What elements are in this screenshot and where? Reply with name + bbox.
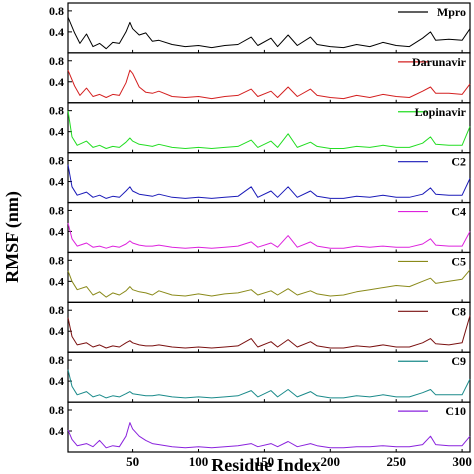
panel-c5: 0.4 0.8 C5 bbox=[49, 251, 471, 303]
x-axis-title: Residue Index bbox=[211, 455, 321, 474]
panel-c10: 0.4 0.8 C10 bbox=[49, 401, 471, 453]
y-tick-label: 0.8 bbox=[49, 4, 64, 18]
y-tick-label: 0.8 bbox=[49, 353, 64, 367]
y-axis-title: RMSF (nm) bbox=[2, 191, 23, 283]
panel-c2: 0.4 0.8 C2 bbox=[49, 152, 471, 204]
y-tick-label: 0.8 bbox=[49, 154, 64, 168]
series-line-darunavir bbox=[67, 69, 471, 100]
panel-mpro: 0.4 0.8 Mpro bbox=[49, 2, 471, 54]
x-tick-label: 300 bbox=[452, 454, 472, 469]
panel-lopinavir: 0.4 0.8 Lopinavir bbox=[49, 102, 471, 154]
legend-label: C10 bbox=[445, 404, 466, 418]
legend-label: C5 bbox=[451, 254, 466, 268]
x-tick-label: 150 bbox=[255, 454, 275, 469]
legend-label: Darunavir bbox=[412, 55, 467, 69]
y-tick-label: 0.4 bbox=[49, 175, 64, 189]
panel-c9: 0.4 0.8 C9 bbox=[49, 351, 471, 403]
panel-frame bbox=[67, 2, 471, 54]
x-tick-label: 250 bbox=[386, 454, 406, 469]
y-tick-label: 0.4 bbox=[49, 75, 64, 89]
y-tick-label: 0.4 bbox=[49, 374, 64, 388]
legend-label: Lopinavir bbox=[415, 105, 467, 119]
panel-frame bbox=[67, 351, 471, 403]
panel-darunavir: 0.4 0.8 Darunavir bbox=[49, 52, 471, 104]
y-tick-label: 0.8 bbox=[49, 104, 64, 118]
x-tick-label: 200 bbox=[321, 454, 341, 469]
y-tick-label: 0.8 bbox=[49, 303, 64, 317]
y-tick-label: 0.4 bbox=[49, 424, 64, 438]
series-line-mpro bbox=[67, 17, 471, 50]
panel-frame bbox=[67, 251, 471, 303]
panel-frame bbox=[67, 102, 471, 154]
panel-c4: 0.4 0.8 C4 bbox=[49, 201, 471, 254]
panel-frame bbox=[67, 401, 471, 453]
y-tick-label: 0.8 bbox=[49, 54, 64, 68]
series-line-c4 bbox=[67, 222, 471, 249]
y-tick-label: 0.8 bbox=[49, 203, 64, 217]
y-tick-label: 0.8 bbox=[49, 253, 64, 267]
y-tick-label: 0.8 bbox=[49, 403, 64, 417]
panel-frame bbox=[67, 152, 471, 204]
series-line-c8 bbox=[67, 315, 471, 349]
legend-label: C4 bbox=[451, 205, 466, 219]
panel-frame bbox=[67, 201, 471, 254]
series-line-c9 bbox=[67, 369, 471, 399]
legend-label: C9 bbox=[451, 354, 466, 368]
series-line-c10 bbox=[67, 422, 471, 449]
series-line-lopinavir bbox=[67, 110, 471, 149]
y-tick-label: 0.4 bbox=[49, 25, 64, 39]
x-tick-label: 50 bbox=[126, 454, 139, 469]
legend-label: C8 bbox=[451, 304, 466, 318]
y-tick-label: 0.4 bbox=[49, 324, 64, 338]
x-tick-label: 100 bbox=[189, 454, 209, 469]
panel-frame bbox=[67, 301, 471, 353]
series-line-c2 bbox=[67, 164, 471, 199]
y-tick-label: 0.4 bbox=[49, 274, 64, 288]
legend-label: Mpro bbox=[437, 5, 466, 19]
panel-frame bbox=[67, 52, 471, 104]
legend-label: C2 bbox=[451, 155, 466, 169]
series-line-c5 bbox=[67, 269, 471, 298]
y-tick-label: 0.4 bbox=[49, 125, 64, 139]
y-tick-label: 0.4 bbox=[49, 224, 64, 238]
panel-c8: 0.4 0.8 C8 bbox=[49, 301, 471, 353]
